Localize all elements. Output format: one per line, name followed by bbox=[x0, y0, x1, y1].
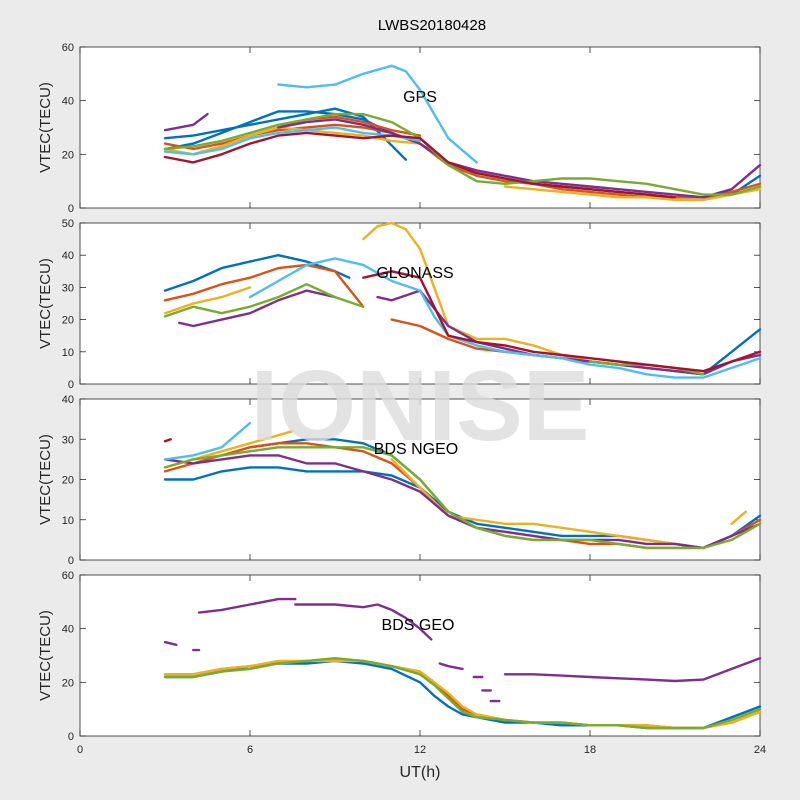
y-tick-label: 60 bbox=[62, 570, 74, 582]
panel-label: GLONASS bbox=[376, 265, 453, 282]
series-line-7 bbox=[277, 118, 762, 199]
y-tick-label: 40 bbox=[62, 394, 74, 406]
series-line-0 bbox=[197, 597, 297, 614]
series-line-6 bbox=[177, 289, 337, 328]
y-tick-label: 10 bbox=[62, 347, 74, 359]
y-tick-label: 0 bbox=[68, 731, 74, 743]
series-line-10 bbox=[163, 126, 422, 156]
series-line-11 bbox=[163, 131, 677, 199]
y-tick-label: 40 bbox=[62, 624, 74, 636]
series-line-2 bbox=[163, 640, 178, 646]
y-axis-label: VTEC(TECU) bbox=[37, 610, 54, 701]
panel-label: BDS NGEO bbox=[374, 441, 458, 458]
y-tick-label: 30 bbox=[62, 434, 74, 446]
y-tick-label: 0 bbox=[68, 203, 74, 215]
x-tick-label: 0 bbox=[77, 744, 83, 756]
watermark: IONISE bbox=[251, 350, 590, 462]
y-tick-label: 10 bbox=[62, 515, 74, 527]
x-axis-label: UT(h) bbox=[400, 764, 441, 781]
panel-1: 0 10 20 30 40 50 VTEC(TECU) GLONASS bbox=[37, 218, 762, 391]
panel-3: 0 20 40 60 0 6 12 18 24 VTEC(TECU) BDS GEO bbox=[37, 570, 766, 756]
series-line-11 bbox=[163, 659, 762, 730]
figure-title: LWBS20180428 bbox=[378, 17, 486, 34]
series-line-8 bbox=[163, 112, 762, 196]
panel-label: GPS bbox=[403, 89, 437, 106]
series-line-8 bbox=[503, 657, 762, 683]
panel-label: BDS GEO bbox=[382, 617, 455, 634]
x-tick-label: 6 bbox=[247, 744, 253, 756]
y-axis-label: VTEC(TECU) bbox=[37, 434, 54, 525]
series-line-8 bbox=[163, 283, 365, 318]
y-tick-label: 50 bbox=[62, 218, 74, 230]
series-line-5 bbox=[163, 286, 252, 315]
y-tick-label: 40 bbox=[62, 250, 74, 262]
axes-box bbox=[79, 46, 761, 209]
y-tick-label: 20 bbox=[62, 149, 74, 161]
y-tick-label: 60 bbox=[62, 42, 74, 54]
series-line-1 bbox=[294, 603, 433, 641]
y-axis-label: VTEC(TECU) bbox=[37, 258, 54, 349]
series-line-11 bbox=[362, 270, 762, 373]
series-line-10 bbox=[248, 257, 762, 379]
series-line-9 bbox=[277, 64, 478, 164]
series-line-12 bbox=[163, 657, 762, 730]
y-axis-label: VTEC(TECU) bbox=[37, 82, 54, 173]
x-tick-label: 24 bbox=[754, 744, 766, 756]
y-tick-label: 20 bbox=[62, 315, 74, 327]
y-tick-label: 20 bbox=[62, 475, 74, 487]
series-line-5 bbox=[730, 510, 747, 525]
series-line-4 bbox=[163, 126, 422, 156]
series-line-5 bbox=[503, 185, 762, 202]
y-tick-label: 20 bbox=[62, 677, 74, 689]
series-line-2 bbox=[163, 263, 365, 308]
series-line-6 bbox=[163, 112, 209, 132]
series-line-6 bbox=[163, 454, 762, 550]
series-line-2 bbox=[163, 123, 762, 199]
y-tick-label: 0 bbox=[68, 379, 74, 391]
x-tick-label: 12 bbox=[414, 744, 426, 756]
panel-0: 0 20 40 60 VTEC(TECU) GPS bbox=[37, 42, 762, 215]
y-tick-label: 30 bbox=[62, 282, 74, 294]
y-tick-label: 40 bbox=[62, 96, 74, 108]
panel-2: 0 10 20 30 40 VTEC(TECU) BDS NGEO bbox=[37, 394, 762, 567]
y-tick-label: 0 bbox=[68, 555, 74, 567]
axes-box bbox=[79, 574, 761, 737]
x-tick-label: 18 bbox=[584, 744, 596, 756]
series-line-9 bbox=[163, 438, 172, 443]
series-line-8 bbox=[163, 421, 252, 461]
series-line-7 bbox=[163, 446, 762, 550]
series-line-4 bbox=[438, 662, 464, 671]
